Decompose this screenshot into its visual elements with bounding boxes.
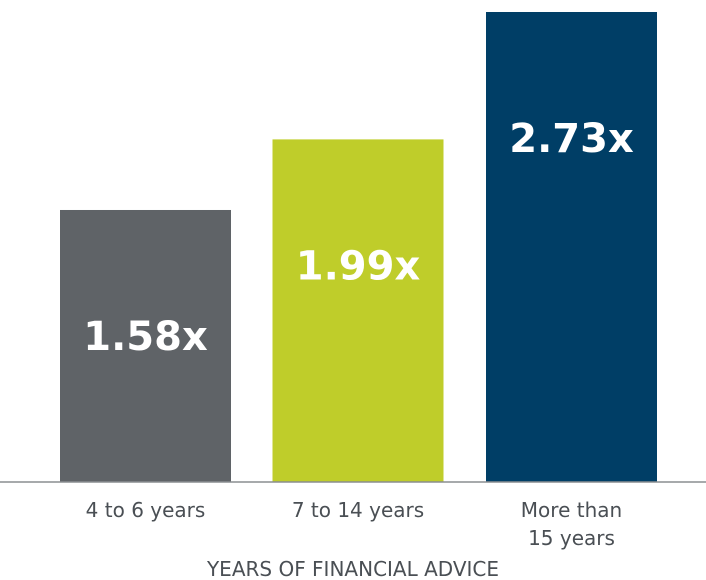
x-axis-title: YEARS OF FINANCIAL ADVICE bbox=[206, 557, 499, 580]
data-labels-group: 1.58x 1.99x 2.73x bbox=[83, 116, 634, 360]
bar-3 bbox=[486, 12, 657, 482]
data-label-2: 1.99x bbox=[296, 243, 421, 289]
category-label-2: 7 to 14 years bbox=[292, 498, 424, 522]
bar-1 bbox=[60, 209, 231, 482]
category-label-3-line-2: 15 years bbox=[528, 526, 615, 550]
bars-group bbox=[60, 12, 657, 482]
category-label-1: 4 to 6 years bbox=[86, 498, 206, 522]
data-label-3: 2.73x bbox=[509, 116, 634, 162]
data-label-1: 1.58x bbox=[83, 314, 208, 360]
category-label-3-line-1: More than bbox=[521, 498, 622, 522]
category-labels-group: 4 to 6 years 7 to 14 years More than 15 yea… bbox=[86, 498, 623, 550]
bar-2 bbox=[272, 139, 444, 482]
